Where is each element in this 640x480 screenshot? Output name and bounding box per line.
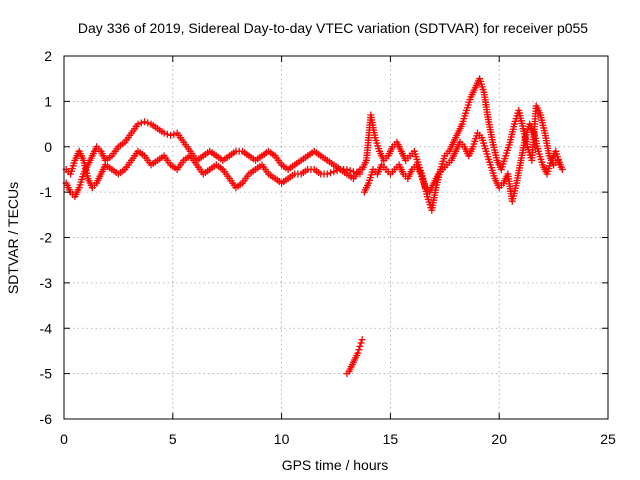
data-point-interp [327,169,335,177]
data-point [141,118,149,126]
data-point [343,165,351,173]
data-point-interp [163,130,171,138]
grid-layer [64,56,608,419]
data-point-interp [144,119,152,127]
x-tick-label: 5 [169,431,177,447]
y-axis-title: SDTVAR / TECUs [5,182,21,294]
data-point-interp [353,169,361,177]
data-point-interp [355,346,363,354]
y-tick-label: 1 [44,93,52,109]
data-point [558,165,566,173]
y-tick-label: 2 [44,48,52,64]
chart-title: Day 336 of 2019, Sidereal Day-to-day VTE… [78,20,588,36]
data-point [356,342,364,350]
x-tick-label: 20 [491,431,507,447]
x-axis-title: GPS time / hours [282,457,389,473]
data-point [160,129,168,137]
y-tick-label: -2 [40,230,53,246]
data-point-interp [333,167,341,175]
y-tick-label: -6 [40,411,53,427]
x-tick-label: 15 [383,431,399,447]
data-point-interp [137,119,145,127]
data-point [323,170,331,178]
y-tick-label: -1 [40,184,53,200]
tick-label-layer: 0 5 10 15 20 25 -6 -5 -4 -3 -2 -1 0 1 2 [40,48,616,447]
x-tick-label: 0 [60,431,68,447]
data-point [330,168,338,176]
y-tick-label: -5 [40,366,53,382]
y-tick-label: -4 [40,320,53,336]
y-tick-label: -3 [40,275,53,291]
data-point [358,336,366,344]
data-point [349,168,357,176]
x-tick-label: 25 [600,431,616,447]
data-point [356,170,364,178]
series-layer [62,75,566,378]
data-point [167,131,175,139]
x-tick-label: 10 [274,431,290,447]
data-point [134,120,142,128]
tick-layer [63,55,609,420]
data-point-interp [170,130,178,138]
data-point [556,161,564,169]
data-point-interp [346,167,354,175]
data-point-interp [357,339,365,347]
data-point [354,349,362,357]
y-tick-label: 0 [44,139,52,155]
